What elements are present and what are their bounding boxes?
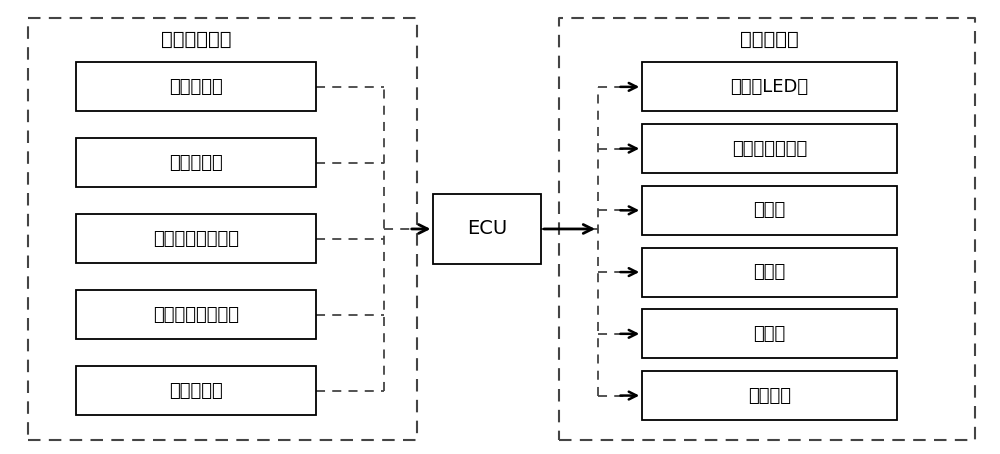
Bar: [642, 371, 897, 420]
Bar: [76, 290, 316, 339]
Text: 压力传感器: 压力传感器: [169, 382, 223, 400]
Text: 车道偏离预警系统: 车道偏离预警系统: [153, 306, 239, 324]
Text: 危险应急报警灯: 危险应急报警灯: [732, 139, 807, 158]
Text: 转向盘转矩传感器: 转向盘转矩传感器: [153, 230, 239, 248]
Bar: [76, 138, 316, 188]
Text: 执行器部分: 执行器部分: [740, 30, 799, 49]
Text: 制动系统: 制动系统: [748, 386, 791, 405]
Bar: [642, 62, 897, 111]
Bar: [76, 366, 316, 415]
Bar: [642, 247, 897, 296]
Bar: [642, 124, 897, 173]
Bar: [433, 194, 541, 264]
Bar: [76, 62, 316, 111]
Bar: [642, 309, 897, 358]
Text: 风速传感器: 风速传感器: [169, 154, 223, 172]
Text: 车速传感器: 车速传感器: [169, 78, 223, 96]
Text: 蜂鸣器: 蜂鸣器: [753, 201, 786, 219]
Text: 振动器: 振动器: [753, 263, 786, 281]
Bar: [76, 214, 316, 263]
Bar: [642, 186, 897, 235]
Text: 仪表板LED灯: 仪表板LED灯: [730, 78, 809, 96]
Text: 信号采集部分: 信号采集部分: [161, 30, 231, 49]
Text: 节气门: 节气门: [753, 325, 786, 343]
Text: ECU: ECU: [467, 219, 507, 238]
